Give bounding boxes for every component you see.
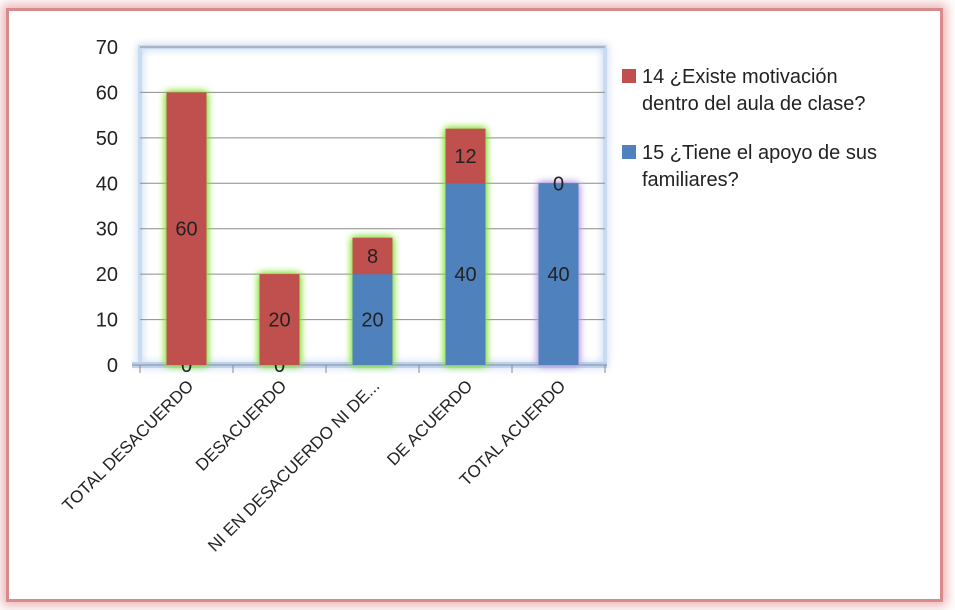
y-tick-label: 10	[96, 310, 118, 332]
x-category-label: TOTAL DESACUERDO	[59, 376, 198, 515]
data-label: 40	[454, 264, 476, 286]
y-tick-label: 60	[96, 82, 118, 104]
bar-segment	[538, 183, 579, 365]
x-category-label: DE ACUERDO	[383, 376, 476, 469]
bar-segment	[166, 92, 207, 365]
y-tick-label: 50	[96, 128, 118, 150]
y-tick-label: 0	[107, 355, 118, 377]
y-tick-label: 20	[96, 264, 118, 286]
data-label: 40	[547, 264, 569, 286]
legend-label: familiares?	[642, 169, 739, 191]
y-tick-label: 40	[96, 173, 118, 195]
bar-segment	[352, 274, 393, 365]
legend-swatch	[622, 69, 636, 83]
x-category-label: DESACUERDO	[192, 376, 290, 474]
legend-label: 15 ¿Tiene el apoyo de sus	[642, 142, 877, 164]
legend-label: dentro del aula de clase?	[642, 93, 866, 115]
bar-segment	[259, 274, 300, 365]
x-category-label: TOTAL ACUERDO	[456, 376, 569, 489]
data-label: 12	[454, 146, 476, 168]
data-label: 20	[361, 310, 383, 332]
x-category-label: NI EN DESACUERDO NI DE...	[204, 376, 383, 555]
bar-segment	[445, 128, 486, 184]
data-label: 60	[175, 219, 197, 241]
y-tick-label: 70	[96, 37, 118, 59]
legend-swatch	[622, 145, 636, 159]
y-tick-label: 30	[96, 219, 118, 241]
bar-segment	[445, 183, 486, 365]
data-label: 0	[274, 355, 285, 377]
legend-label: 14 ¿Existe motivación	[642, 66, 838, 88]
data-label: 0	[181, 355, 192, 377]
data-label: 0	[553, 173, 564, 195]
data-label: 20	[268, 310, 290, 332]
bar-segment	[352, 237, 393, 275]
data-label: 8	[367, 246, 378, 268]
